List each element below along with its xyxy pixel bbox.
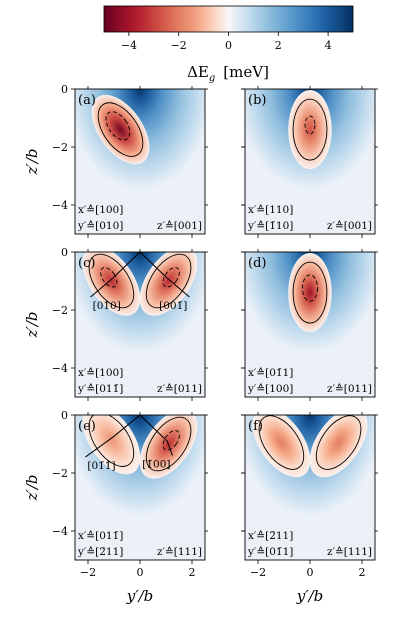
panel-label: (f) <box>248 419 263 434</box>
y-orientation-label: y′≙[2̄11] <box>77 546 123 558</box>
y-orientation-label: y′≙[1̄10] <box>247 220 293 232</box>
panel-a: 0 −2 −4 (a) x′≙[100] y′≙[010] z′≙[001] <box>52 83 208 238</box>
dashed-contour <box>100 267 118 288</box>
direction-line <box>85 436 114 458</box>
z-orientation-label: z′≙[111] <box>157 546 202 558</box>
direction-label: [001̄] <box>159 300 187 312</box>
negative-lobe <box>288 90 332 170</box>
y-tick-label: −4 <box>52 199 68 212</box>
panel-f: −2 0 2 (f) x′≙[2̄11] y′≙[01̄1] z′≙[111] <box>241 412 378 579</box>
colorbar-ticks: −4 −2 0 2 4 <box>121 32 332 52</box>
y-axis-label: z′/b <box>23 312 41 339</box>
negative-lobe <box>252 415 311 478</box>
x-orientation-label: x′≙[100] <box>78 204 123 216</box>
x-tick-label: 2 <box>189 566 196 579</box>
y-tick-label: −2 <box>52 467 68 480</box>
y-axis-label: z′/b <box>23 475 41 502</box>
y-tick-label: −4 <box>52 362 68 375</box>
zero-contour <box>292 98 328 161</box>
y-orientation-label: y′≙[011̄] <box>77 383 123 395</box>
panel-label: (e) <box>78 419 96 434</box>
negative-lobe <box>82 252 141 316</box>
direction-line <box>166 277 190 298</box>
negative-lobe <box>91 94 150 165</box>
zero-contour <box>292 261 328 324</box>
panel-label: (d) <box>248 256 266 271</box>
x-orientation-label: x′≙[110] <box>248 204 293 216</box>
y-tick-label: 0 <box>61 246 68 259</box>
x-orientation-label: x′≙[01̄1] <box>248 367 293 379</box>
negative-lobe <box>288 253 332 333</box>
dashed-contour <box>162 430 180 451</box>
y-axis-label: z′/b <box>23 149 41 176</box>
negative-lobe <box>82 415 141 475</box>
x-tick-label: −2 <box>250 566 266 579</box>
dashed-contour <box>302 274 318 302</box>
z-orientation-label: z′≙[001] <box>157 220 202 232</box>
axis-labels: z′/b z′/b z′/b y′/b y′/b <box>23 149 323 605</box>
colorbar-tick-label: 0 <box>225 39 232 52</box>
dashed-contour <box>304 115 316 135</box>
colorbar-tick-label: 4 <box>325 39 332 52</box>
panel-b: (b) x′≙[110] y′≙[1̄10] z′≙[001] <box>241 86 378 238</box>
x-tick-label: 2 <box>359 566 366 579</box>
panel-grid: 0 −2 −4 (a) x′≙[100] y′≙[010] z′≙[001] (b) x′≙[1… <box>52 83 378 579</box>
y-tick-label: 0 <box>61 83 68 96</box>
y-tick-label: −4 <box>52 525 68 538</box>
dashed-contour <box>162 267 180 288</box>
direction-line <box>112 251 141 279</box>
panel-e: −2 0 2 0 −2 −4 (e) x′≙[011̄] y′≙[2̄11] z′≙[111] [0… <box>52 409 208 579</box>
z-orientation-label: z′≙[011] <box>327 383 372 395</box>
y-tick-label: 0 <box>61 409 68 422</box>
colorbar-tick-label: −4 <box>121 39 137 52</box>
x-orientation-label: x′≙[011̄] <box>78 530 123 542</box>
negative-lobe <box>139 252 198 316</box>
panel-label: (c) <box>78 256 95 271</box>
direction-line <box>166 440 173 456</box>
z-orientation-label: z′≙[111] <box>327 546 372 558</box>
direction-line <box>139 251 168 279</box>
y-orientation-label: y′≙[100] <box>247 383 293 395</box>
x-axis-label: y′/b <box>126 587 154 605</box>
direction-label: [01̄0] <box>93 300 121 312</box>
x-orientation-label: x′≙[2̄11] <box>248 530 293 542</box>
zero-contour <box>315 415 362 470</box>
colorbar-tick-label: −2 <box>171 39 187 52</box>
panel-label: (a) <box>78 93 96 108</box>
x-axis-label: y′/b <box>296 587 324 605</box>
y-tick-label: −2 <box>52 141 68 154</box>
zero-contour <box>88 415 135 467</box>
panel-c: 0 −2 −4 (c) x′≙[100] y′≙[011̄] z′≙[011] [01̄0] [… <box>52 246 208 401</box>
z-orientation-label: z′≙[011] <box>157 383 202 395</box>
dashed-contour <box>105 111 131 141</box>
colorbar: −4 −2 0 2 4 ΔEg [meV] <box>103 5 354 84</box>
colorbar-gradient <box>103 5 354 33</box>
direction-line <box>112 414 141 438</box>
x-orientation-label: x′≙[100] <box>78 367 123 379</box>
y-orientation-label: y′≙[01̄1] <box>247 546 293 558</box>
x-tick-label: 0 <box>307 566 314 579</box>
x-tick-label: 0 <box>137 566 144 579</box>
y-orientation-label: y′≙[010] <box>77 220 123 232</box>
direction-label: [1̄00] <box>142 459 170 471</box>
panel-d: (d) x′≙[01̄1] y′≙[100] z′≙[011] <box>241 249 378 401</box>
direction-line <box>90 277 114 298</box>
zero-contour <box>97 102 144 157</box>
x-tick-label: −2 <box>80 566 96 579</box>
panel-label: (b) <box>248 93 266 108</box>
zero-contour <box>258 415 305 470</box>
zero-contour <box>145 416 192 472</box>
direction-label: [01̄1̄] <box>87 460 115 472</box>
direction-line <box>139 414 168 442</box>
y-tick-label: −2 <box>52 304 68 317</box>
z-orientation-label: z′≙[001] <box>327 220 372 232</box>
colorbar-tick-label: 2 <box>275 39 282 52</box>
negative-lobe <box>309 415 368 478</box>
colorbar-label: ΔEg [meV] <box>187 63 269 84</box>
